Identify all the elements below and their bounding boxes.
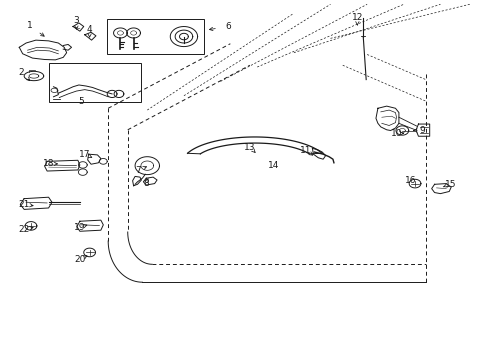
Bar [49, 63, 142, 102]
Text: 10: 10 [391, 129, 402, 138]
Text: 6: 6 [225, 22, 231, 31]
Text: 3: 3 [74, 16, 79, 25]
Text: 8: 8 [143, 179, 148, 188]
Text: 19: 19 [74, 223, 86, 232]
Text: 22: 22 [19, 225, 30, 234]
Text: 4: 4 [87, 25, 93, 34]
Text: 11: 11 [300, 146, 312, 155]
Text: 14: 14 [268, 161, 279, 170]
Text: 9: 9 [419, 126, 425, 135]
Text: 17: 17 [79, 150, 91, 159]
Text: 16: 16 [405, 176, 417, 185]
Text: 21: 21 [19, 200, 30, 209]
Text: 5: 5 [78, 96, 84, 105]
Text: 15: 15 [444, 180, 456, 189]
Text: 7: 7 [136, 166, 141, 175]
Text: 20: 20 [74, 255, 86, 264]
Text: 12: 12 [352, 13, 363, 22]
Text: 13: 13 [244, 143, 256, 152]
Text: 18: 18 [43, 159, 54, 168]
Text: 1: 1 [27, 21, 33, 30]
Text: 2: 2 [19, 68, 24, 77]
Bar [107, 19, 204, 54]
